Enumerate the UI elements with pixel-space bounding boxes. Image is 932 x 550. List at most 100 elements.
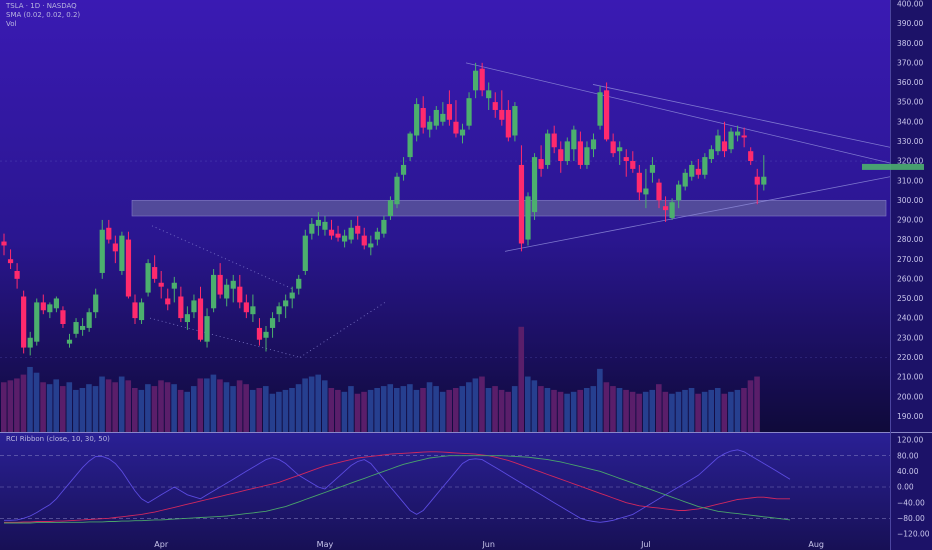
candle-body [754,176,760,185]
candle-body [689,164,695,177]
candle-body [414,104,420,136]
price-tick-label: 360.00 [897,78,923,87]
candle-body [184,314,190,323]
candle-body [21,296,27,348]
volume-bar [256,388,263,432]
candle-body [669,202,675,218]
volume-bar [236,380,243,432]
volume-bar [479,376,485,432]
volume-bar [701,391,708,432]
candle-body [741,135,747,138]
volume-bar [747,380,754,432]
time-tick-label: Aug [808,540,824,549]
candle-body [394,176,400,205]
candle-body [224,284,230,299]
candle-body [518,164,525,244]
price-tick-label: 400.00 [897,0,923,9]
volume-bar [118,376,125,432]
price-tick-label: 390.00 [897,19,923,28]
candle-body [263,331,269,338]
volume-bar [380,386,387,432]
candle-body [662,206,669,211]
candle-body [368,243,374,248]
candle-body [708,149,714,160]
volume-bar [164,382,171,432]
volume-bar [426,382,433,432]
candle-body [479,68,485,91]
rci-tick-label: −120.00 [897,530,930,539]
volume-bar [132,388,138,432]
price-tick-label: 190.00 [897,412,923,421]
price-tick-label: 330.00 [897,137,923,146]
price-tick-label: 250.00 [897,294,923,303]
candle-body [381,219,387,234]
candle-body [466,98,472,126]
volume-bar [433,386,439,432]
rci-tick-label: −80.00 [897,514,925,523]
volume-bar [112,382,118,432]
time-tick-label: Jun [481,540,495,549]
rci-ribbon-lines [0,449,890,524]
candle-body [145,263,151,293]
volume-bar [289,388,295,432]
volume-bar [269,393,276,432]
candle-body [551,133,557,148]
price-tick-label: 200.00 [897,392,923,401]
candle-body [512,106,518,136]
candle-body [178,296,184,319]
lower-trend-line [504,176,891,252]
volume-bar [282,389,289,432]
volume-bar [636,393,642,432]
volume-legend[interactable]: Vol [6,20,17,28]
time-tick-label: Jul [640,540,651,549]
volume-bar [525,376,531,432]
candle-body [715,135,721,152]
sma-legend[interactable]: SMA (0.02, 0.02, 0.2) [6,11,80,19]
candle-body [682,172,688,187]
candle-body [34,302,40,342]
candle-body [296,278,302,289]
candle-body [237,286,243,303]
price-tick-label: 230.00 [897,333,923,342]
candle-body [649,164,656,173]
volume-bar [603,382,610,432]
volume-bar [20,374,27,432]
volume-bar [708,389,714,432]
symbol-legend[interactable]: TSLA · 1D · NASDAQ [5,2,77,10]
candle-body [302,235,308,271]
candle-body [636,172,642,193]
grid-lines [0,160,890,358]
volume-bar [557,391,564,432]
rci-tick-label: 40.00 [897,467,919,476]
candle-body [158,282,164,287]
candle-body [525,196,531,240]
rci-tick-label: 120.00 [897,436,923,445]
volume-bar [328,388,335,432]
volume-bar [485,388,492,432]
support-zone [131,199,887,217]
candle-body [702,157,708,175]
candle-body [538,159,544,169]
candle-body [728,131,734,150]
volume-bar [92,386,99,432]
volume-bar [439,391,446,432]
rci-legend[interactable]: RCI Ribbon (close, 10, 30, 50) [6,435,110,443]
candle-body [256,327,263,340]
volume-bar [73,389,79,432]
volume-bar [230,386,236,432]
candle-body [630,161,636,169]
volume-bar [511,386,518,432]
candle-body [761,176,767,185]
candle-body [571,129,577,150]
volume-bar [505,391,511,432]
volume-bar [662,391,669,432]
volume-bar [695,393,701,432]
volume-bar [610,386,616,432]
volume-bar [590,386,597,432]
volume-bar [675,391,682,432]
volume-bar [1,382,7,432]
candle-body [112,243,118,252]
candle-body [47,304,53,313]
candle-body [217,274,223,295]
